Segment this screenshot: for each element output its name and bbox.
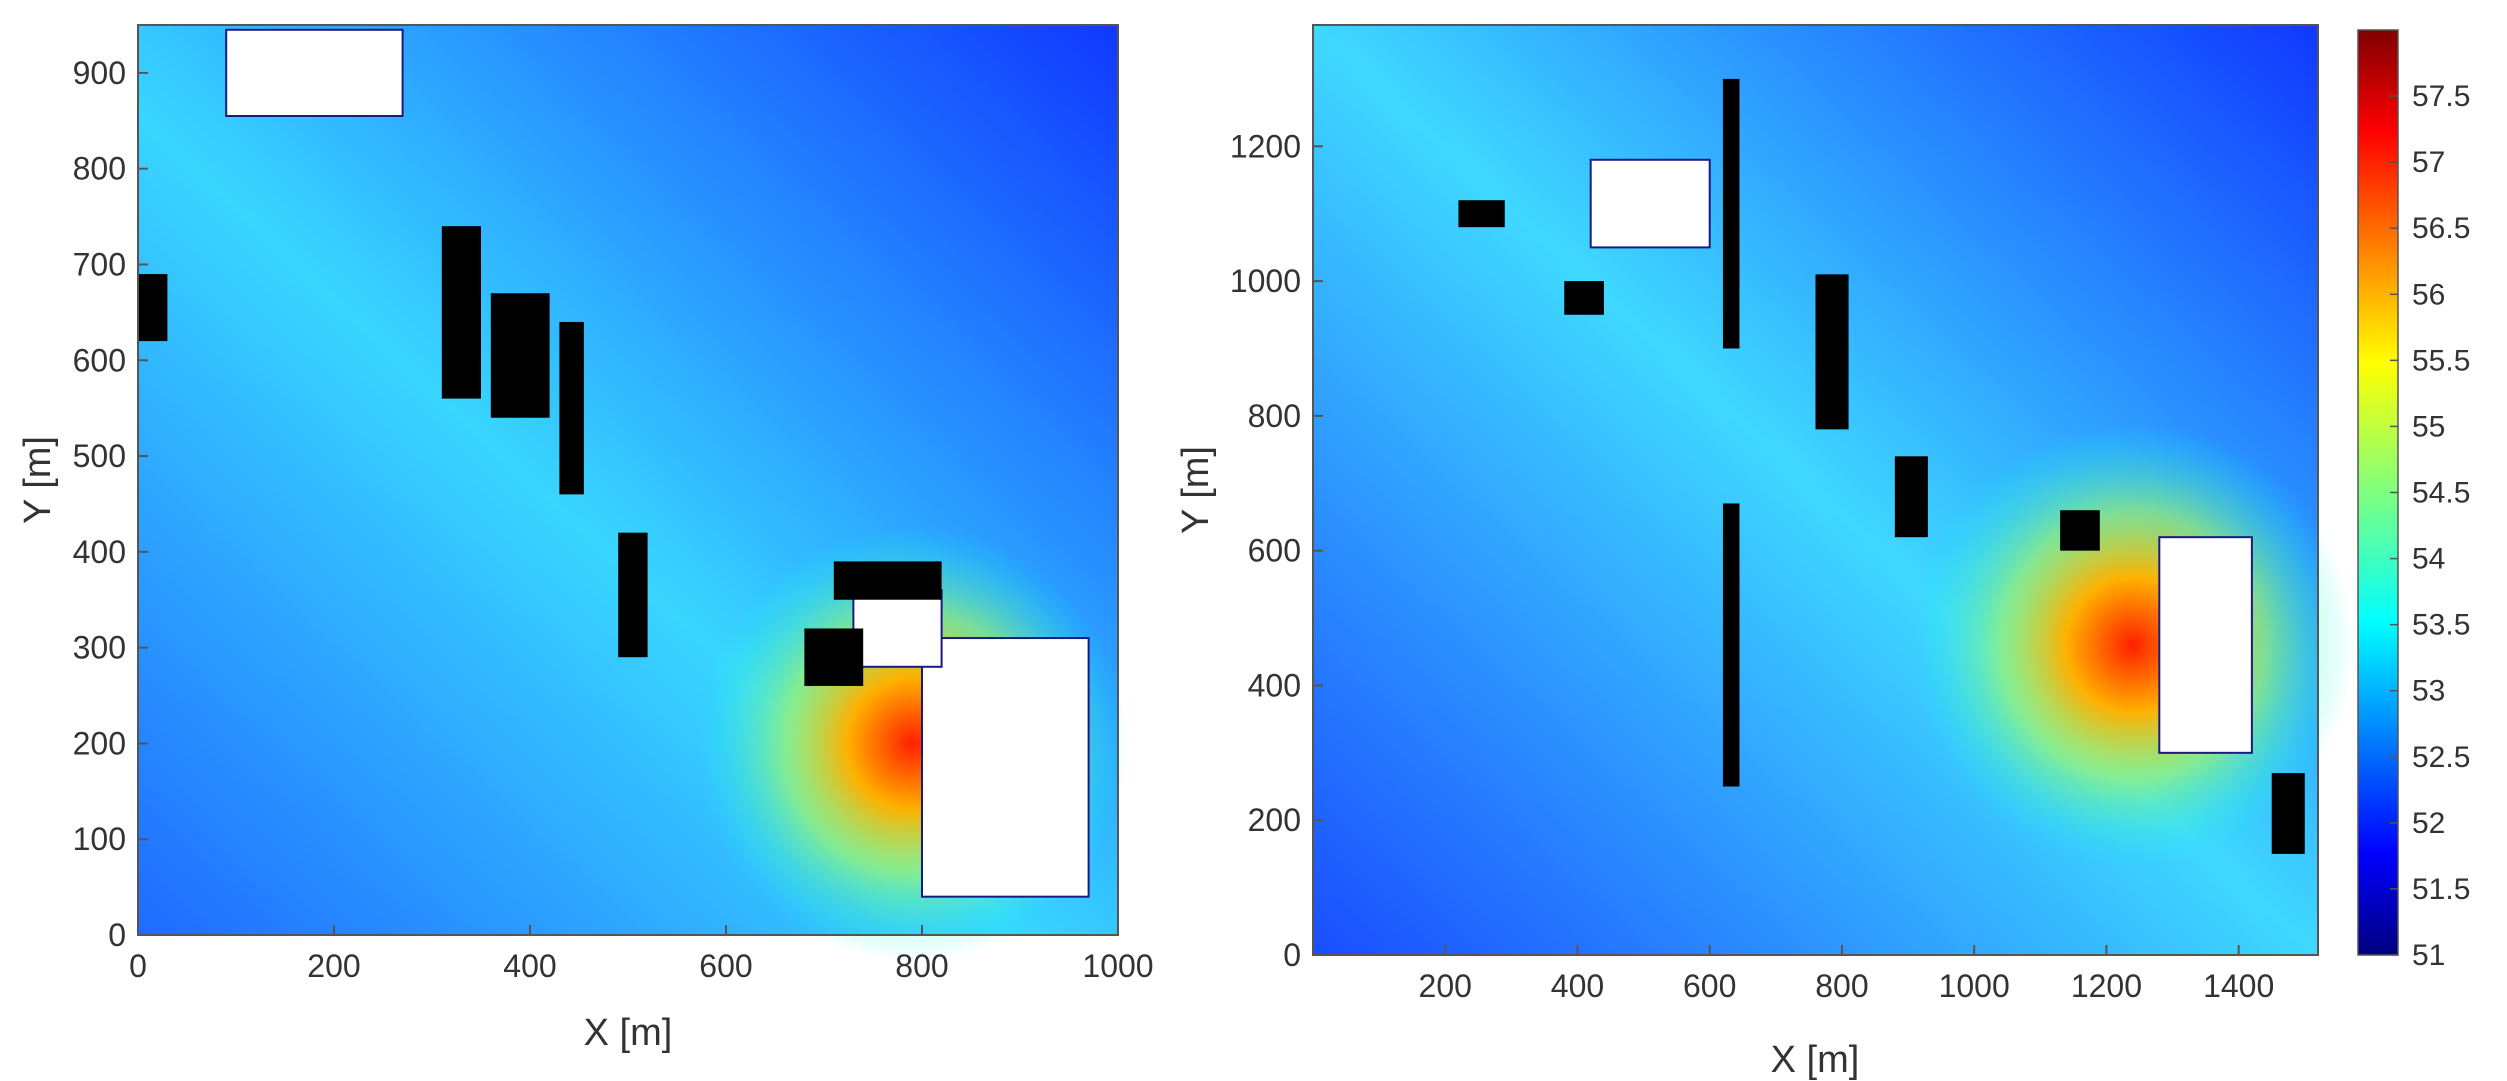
right-panel: 200 400 600 800 1000 1200 1400 0 200 400 600 800 10…	[1175, 24, 2354, 1081]
colorbar: 51 51.5 52 52.5 53 53.5 54 54.5 55 55.5 56 56.5 57 57…	[2357, 29, 2470, 972]
right-obstacle-2	[1722, 78, 1740, 349]
right-x-axis-label: X [m]	[1771, 1039, 1860, 1081]
right-y-tick-label: 200	[1248, 802, 1301, 838]
left-obstacle-4	[490, 293, 550, 418]
left-y-tick-label: 0	[108, 917, 126, 953]
colorbar-tick-label: 51.5	[2412, 873, 2470, 906]
left-y-tick-label: 900	[73, 55, 126, 91]
left-y-tick-label: 800	[73, 151, 126, 187]
left-obstacle-5	[559, 321, 584, 495]
right-obstacle-5	[1894, 456, 1928, 538]
right-plot-frame	[1312, 24, 2319, 956]
colorbar-tick-label: 53	[2412, 675, 2445, 708]
colorbar-tick-label: 51	[2412, 939, 2445, 972]
colorbar-tick-label: 57.5	[2412, 80, 2470, 113]
left-y-tick-label: 100	[73, 821, 126, 857]
right-x-ticks: 200 400 600 800 1000 1200 1400	[1419, 945, 2274, 1004]
right-obstacle-4	[1815, 274, 1849, 430]
left-y-tick-label: 400	[73, 534, 126, 570]
right-obstacle-6	[2060, 510, 2100, 551]
right-y-ticks: 0 200 400 600 800 1000 1200	[1230, 128, 1323, 973]
right-y-tick-label: 1200	[1230, 128, 1301, 164]
right-x-tick-label: 600	[1683, 968, 1736, 1004]
left-panel: 0 200 400 600 800 1000 0 100 200 300 400 500 600 700…	[17, 24, 1154, 1054]
left-obstacle-1	[921, 637, 1090, 898]
left-obstacle-9	[138, 274, 168, 342]
right-x-tick-label: 1000	[1939, 968, 2010, 1004]
colorbar-tick-label: 55.5	[2412, 344, 2470, 377]
colorbar-tick-label: 56.5	[2412, 212, 2470, 245]
left-y-tick-label: 600	[73, 342, 126, 378]
colorbar-tick-label: 55	[2412, 410, 2445, 443]
left-x-tick-label: 600	[699, 948, 752, 984]
right-y-tick-label: 800	[1248, 398, 1301, 434]
left-y-tick-label: 300	[73, 630, 126, 666]
left-y-tick-label: 700	[73, 246, 126, 282]
colorbar-tick-label: 56	[2412, 278, 2445, 311]
left-x-tick-label: 800	[895, 948, 948, 984]
right-x-tick-label: 800	[1815, 968, 1868, 1004]
colorbar-ticks: 51 51.5 52 52.5 53 53.5 54 54.5 55 55.5 56 56.5 57 57…	[2390, 80, 2470, 972]
right-obstacle-1	[1589, 158, 1711, 249]
right-obstacle-9	[2271, 773, 2305, 854]
colorbar-tick-label: 54	[2412, 543, 2445, 576]
left-obstacles	[138, 28, 1090, 898]
right-hotspot-layer	[1911, 421, 2354, 869]
right-obstacle-3	[1722, 503, 1740, 787]
right-obstacle-0	[2158, 536, 2253, 754]
left-x-tick-label: 200	[307, 948, 360, 984]
left-obstacle-7	[804, 628, 864, 686]
left-y-tick-label: 200	[73, 725, 126, 761]
left-obstacle-0	[225, 28, 404, 117]
right-x-tick-label: 1200	[2071, 968, 2142, 1004]
right-y-tick-label: 600	[1248, 533, 1301, 569]
right-x-tick-label: 400	[1551, 968, 1604, 1004]
left-obstacle-6	[618, 532, 648, 658]
left-y-axis-label: Y [m]	[17, 436, 59, 524]
left-obstacle-3	[441, 226, 481, 399]
left-plot-frame	[137, 24, 1119, 936]
right-obstacles	[1458, 78, 2305, 854]
left-x-tick-label: 400	[503, 948, 556, 984]
right-y-tick-label: 0	[1283, 937, 1301, 973]
left-obstacle-2	[852, 589, 943, 668]
colorbar-tick-label: 52.5	[2412, 741, 2470, 774]
right-y-tick-label: 400	[1248, 667, 1301, 703]
colorbar-tick-label: 53.5	[2412, 609, 2470, 642]
colorbar-tick-label: 52	[2412, 807, 2445, 840]
right-obstacle-8	[1564, 281, 1604, 315]
right-obstacle-7	[1458, 200, 1505, 228]
right-x-tick-label: 200	[1419, 968, 1472, 1004]
left-x-tick-label: 1000	[1082, 948, 1153, 984]
right-hotspot	[1911, 421, 2354, 869]
right-y-axis-label: Y [m]	[1175, 446, 1217, 534]
colorbar-tick-label: 57	[2412, 146, 2445, 179]
right-y-tick-label: 1000	[1230, 263, 1301, 299]
left-x-tick-label: 0	[129, 948, 147, 984]
left-x-axis-label: X [m]	[584, 1012, 673, 1054]
right-x-tick-label: 1400	[2203, 968, 2274, 1004]
left-obstacle-8	[833, 561, 942, 600]
left-x-ticks: 0 200 400 600 800 1000	[129, 925, 1154, 984]
colorbar-tick-label: 54.5	[2412, 477, 2470, 510]
left-y-tick-label: 500	[73, 438, 126, 474]
left-y-ticks: 0 100 200 300 400 500 600 700 800 900	[73, 55, 148, 953]
